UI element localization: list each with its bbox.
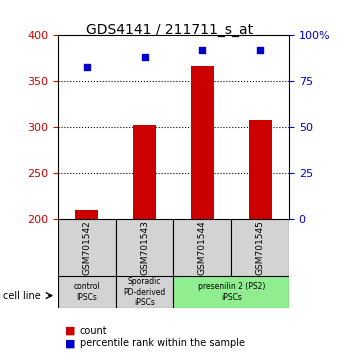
Point: [257, 47, 263, 53]
Text: count: count: [80, 326, 107, 336]
Bar: [133, 125, 156, 219]
FancyBboxPatch shape: [116, 219, 173, 276]
Text: cell line: cell line: [3, 291, 41, 301]
Bar: [75, 210, 98, 219]
Point: [142, 55, 147, 60]
FancyBboxPatch shape: [58, 276, 116, 308]
Point: [200, 47, 205, 53]
Text: Sporadic
PD-derived
iPSCs: Sporadic PD-derived iPSCs: [123, 277, 166, 307]
Text: GSM701544: GSM701544: [198, 221, 207, 275]
FancyBboxPatch shape: [173, 219, 231, 276]
Text: control
IPSCs: control IPSCs: [73, 282, 100, 302]
FancyBboxPatch shape: [173, 276, 289, 308]
Text: ■: ■: [65, 326, 75, 336]
Text: presenilin 2 (PS2)
iPSCs: presenilin 2 (PS2) iPSCs: [198, 282, 265, 302]
FancyBboxPatch shape: [58, 219, 116, 276]
FancyBboxPatch shape: [116, 276, 173, 308]
Text: GDS4141 / 211711_s_at: GDS4141 / 211711_s_at: [86, 23, 254, 37]
Text: GSM701542: GSM701542: [82, 221, 91, 275]
Point: [84, 64, 89, 69]
Text: GSM701545: GSM701545: [256, 220, 265, 275]
Bar: [191, 66, 214, 219]
FancyBboxPatch shape: [231, 219, 289, 276]
Text: percentile rank within the sample: percentile rank within the sample: [80, 338, 245, 348]
Text: ■: ■: [65, 338, 75, 348]
Text: GSM701543: GSM701543: [140, 220, 149, 275]
Bar: [249, 120, 272, 219]
